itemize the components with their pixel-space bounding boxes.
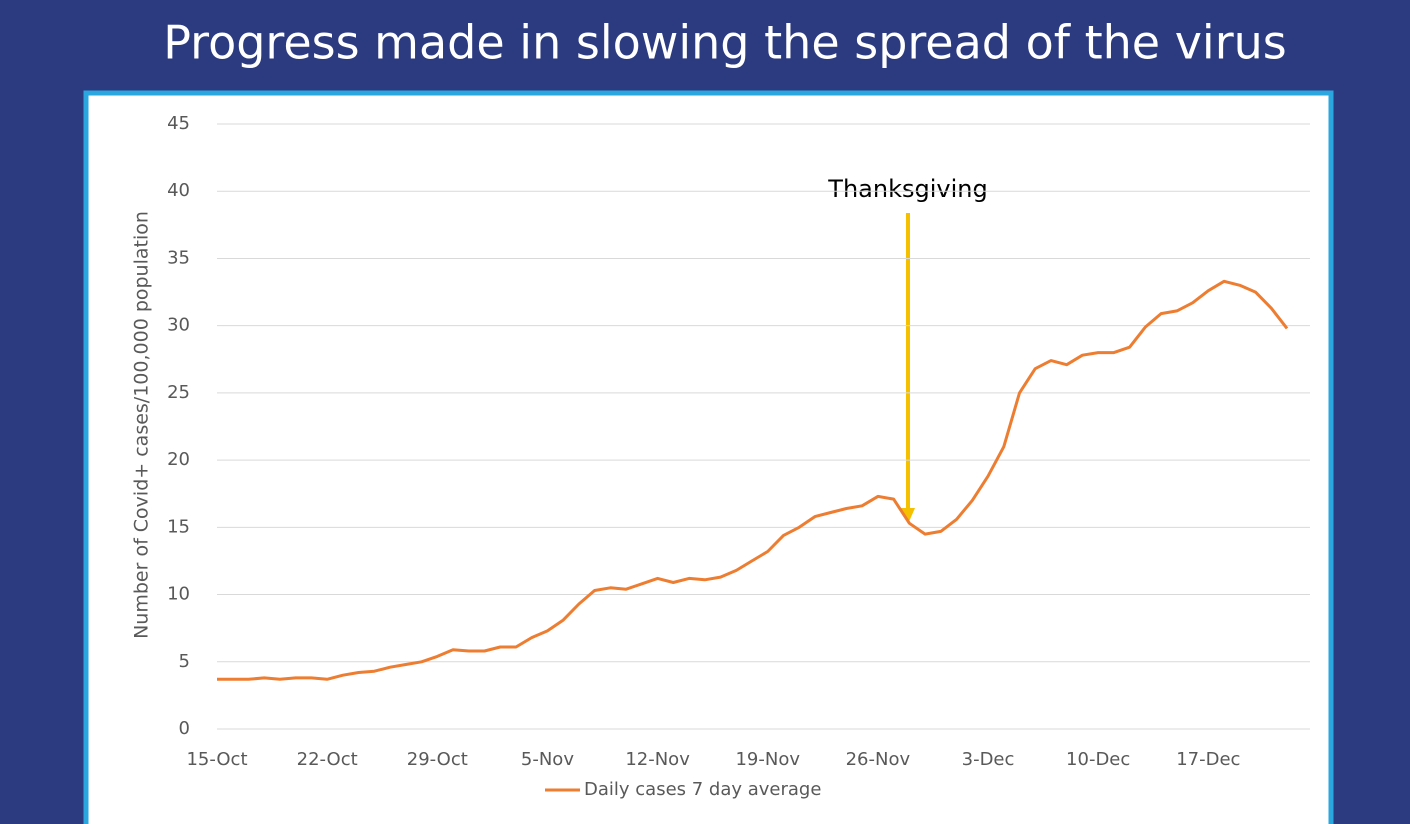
x-tick-label: 19-Nov <box>735 749 800 770</box>
x-tick-label: 26-Nov <box>846 749 911 770</box>
x-tick-label: 12-Nov <box>625 749 690 770</box>
y-tick-label: 0 <box>179 718 190 739</box>
plot: 0 5 10 15 20 25 30 35 40 45 15-Oct 22-Oct 29-Oct 5-No… <box>167 113 1310 800</box>
y-tick-label: 10 <box>167 584 190 605</box>
annotation-arrowhead <box>901 508 915 524</box>
slide-title: Progress made in slowing the spread of t… <box>163 16 1286 70</box>
x-tick-label: 17-Dec <box>1176 749 1240 770</box>
x-tick-label: 22-Oct <box>297 749 358 770</box>
x-tick-label: 15-Oct <box>186 749 247 770</box>
data-line <box>217 279 1289 681</box>
y-tick-label: 5 <box>179 651 190 672</box>
x-tick-label: 5-Nov <box>521 749 574 770</box>
y-tick-label: 15 <box>167 516 190 537</box>
y-tick-label: 40 <box>167 180 190 201</box>
legend-label: Daily cases 7 day average <box>584 779 821 800</box>
x-tick-label: 29-Oct <box>407 749 468 770</box>
y-tick-label: 35 <box>167 247 190 268</box>
annotation: Thanksgiving <box>827 175 987 203</box>
y-tick-label: 25 <box>167 382 190 403</box>
y-tick-label: 30 <box>167 315 190 336</box>
y-tick-label: 45 <box>167 113 190 134</box>
y-tick-label: 20 <box>167 449 190 470</box>
y-axis-label: Number of Covid+ cases/100,000 populatio… <box>131 211 153 639</box>
x-tick-label: 10-Dec <box>1066 749 1130 770</box>
x-tick-label: 3-Dec <box>962 749 1015 770</box>
chart-frame <box>83 90 1334 824</box>
